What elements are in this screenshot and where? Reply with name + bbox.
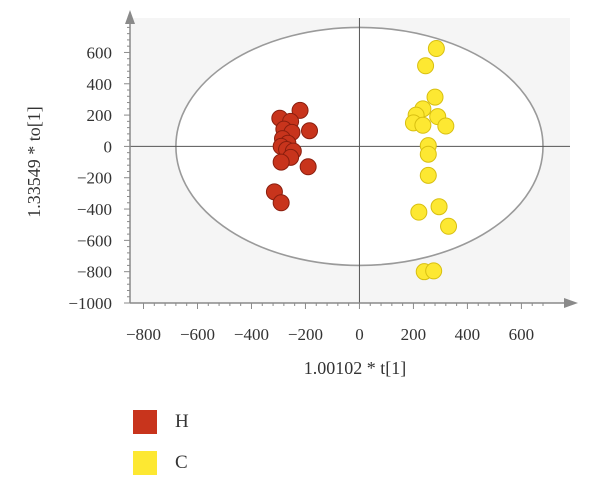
point-h [299, 158, 317, 176]
x-tick-label: 400 [455, 325, 481, 344]
point-c [425, 262, 443, 280]
y-tick-label: −800 [77, 263, 112, 282]
point-c [417, 57, 435, 75]
point-c [419, 166, 437, 184]
point-c [426, 88, 444, 106]
point-c [430, 198, 448, 216]
y-tick-label: 0 [104, 137, 113, 156]
point-c [427, 40, 445, 58]
y-tick-label: −400 [77, 200, 112, 219]
y-tick-label: 600 [87, 43, 113, 62]
point-c [410, 203, 428, 221]
x-tick-label: −200 [288, 325, 323, 344]
legend-swatch-c [133, 451, 157, 475]
y-tick-label: −600 [77, 231, 112, 250]
legend-item-c: C [133, 451, 253, 479]
point-c [440, 217, 458, 235]
point-c [437, 117, 455, 135]
legend-item-h: H [133, 410, 253, 438]
legend-swatch-h [133, 410, 157, 434]
point-c [414, 116, 432, 134]
y-axis-arrow [125, 10, 135, 24]
x-tick-label: 200 [401, 325, 427, 344]
y-tick-label: −200 [77, 169, 112, 188]
legend-label-h: H [175, 411, 189, 432]
x-tick-label: −400 [234, 325, 269, 344]
x-tick-label: 600 [509, 325, 535, 344]
point-h [272, 194, 290, 212]
x-tick-label: −600 [180, 325, 215, 344]
x-tick-label: −800 [126, 325, 161, 344]
y-tick-label: −1000 [68, 294, 112, 313]
x-axis-arrow [564, 298, 578, 308]
x-tick-label: 0 [355, 325, 364, 344]
y-tick-label: 400 [87, 75, 113, 94]
legend-label-c: C [175, 452, 188, 473]
x-axis-title: 1.00102 * t[1] [304, 358, 407, 378]
point-h [291, 101, 309, 119]
point-h [301, 122, 319, 140]
point-c [419, 145, 437, 163]
point-h [272, 153, 290, 171]
y-axis-title: 1.33549 * to[1] [24, 106, 44, 218]
y-tick-label: 200 [87, 106, 113, 125]
scatter-plot: −800 −600 −400 −200 0 200 400 600 600 400 200 0 −200… [24, 10, 578, 378]
